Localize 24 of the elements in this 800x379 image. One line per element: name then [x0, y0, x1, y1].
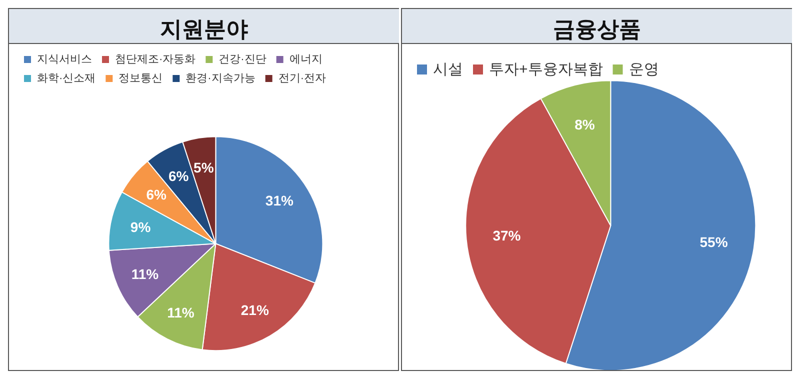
data-label: 8%	[574, 116, 596, 132]
legend-label: 운영	[628, 61, 659, 78]
legend-label: 에너지	[289, 54, 322, 66]
data-label: 11%	[167, 304, 195, 320]
data-label: 37%	[492, 227, 522, 244]
legend-label: 정보통신	[118, 72, 163, 84]
legend-label: 투자+투융자복합	[489, 61, 603, 78]
legend-label: 건강·진단	[218, 54, 266, 66]
data-label: 55%	[700, 234, 728, 250]
legend-label: 화학·신소재	[37, 72, 96, 84]
data-label: 11%	[131, 266, 160, 282]
legend-label: 환경·지속가능	[186, 72, 256, 84]
data-label: 21%	[240, 302, 270, 318]
data-label: 9%	[130, 218, 152, 235]
data-label: 6%	[168, 168, 190, 184]
chart-title: 지원분야	[160, 16, 248, 42]
legend-label: 시설	[433, 61, 463, 78]
legend-label: 전기·전자	[278, 72, 326, 84]
chart-title: 금융상품	[553, 16, 641, 42]
legend-label: 첨단제조·자동화	[115, 54, 196, 66]
legend-label: 지식서비스	[37, 54, 92, 66]
data-label: 6%	[146, 186, 168, 203]
data-label: 31%	[265, 192, 294, 208]
data-label: 5%	[194, 160, 214, 176]
